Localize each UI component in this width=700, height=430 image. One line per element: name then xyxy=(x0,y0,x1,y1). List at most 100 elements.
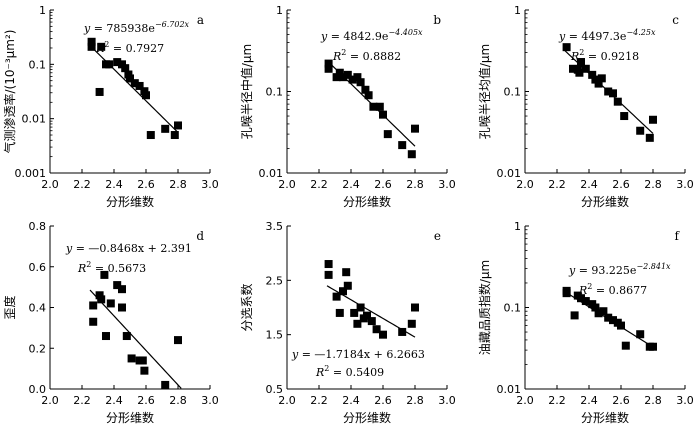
data-point xyxy=(135,81,144,90)
data-point xyxy=(324,59,333,68)
data-point xyxy=(581,297,590,306)
r-squared-power: 2 xyxy=(86,260,91,269)
r-squared: R2 = 0.9218 xyxy=(570,48,639,63)
equation-exponent: −4.405x xyxy=(388,28,423,37)
data-point xyxy=(350,308,359,317)
r-squared-value: = 0.5409 xyxy=(329,366,384,379)
y-tick-label: 0.5 xyxy=(266,383,284,396)
x-tick-label: 2.6 xyxy=(137,178,155,191)
data-point xyxy=(140,366,149,375)
y-axis-label: 油藏品质指数/μm xyxy=(477,260,492,355)
r-squared-power: 2 xyxy=(587,282,592,291)
y-tick-label: 0.01 xyxy=(497,383,522,396)
x-tick-label: 2.0 xyxy=(516,178,534,191)
data-point xyxy=(645,133,654,142)
data-point xyxy=(105,60,114,69)
x-tick-label: 2.2 xyxy=(310,178,328,191)
data-point xyxy=(363,311,371,320)
data-point xyxy=(170,131,179,140)
data-point xyxy=(613,97,622,106)
x-tick-label: 2.6 xyxy=(374,178,392,191)
equation-body: = 785938e xyxy=(90,22,155,35)
y-axis-label: 孔喉半径中值/μm xyxy=(239,44,254,139)
y-tick-label: 0.6 xyxy=(29,261,47,274)
data-point xyxy=(89,317,98,326)
r-squared-value: = 0.7927 xyxy=(109,42,164,55)
r-squared-value: = 0.9218 xyxy=(584,50,639,63)
equation-exponent: −6.702x xyxy=(155,20,190,29)
data-point xyxy=(364,91,373,100)
data-point xyxy=(407,150,416,159)
x-axis-label: 分形维数 xyxy=(581,194,629,209)
x-axis-label: 分形维数 xyxy=(343,194,391,209)
data-point xyxy=(609,316,617,325)
data-point xyxy=(343,70,352,79)
panel-letter: d xyxy=(196,229,204,243)
data-point xyxy=(127,354,136,363)
data-point xyxy=(122,332,131,341)
data-point xyxy=(609,89,617,98)
r-squared-symbol: R xyxy=(570,50,579,63)
x-axis-label: 分形维数 xyxy=(106,410,154,425)
data-point xyxy=(411,124,419,133)
x-tick-label: 2.4 xyxy=(342,394,360,407)
data-point xyxy=(332,73,341,82)
x-tick-label: 2.8 xyxy=(406,178,424,191)
data-point xyxy=(174,121,182,130)
equation-lhs: y xyxy=(291,348,299,361)
equation-exponent: −2.841x xyxy=(636,262,671,271)
data-point xyxy=(174,336,182,345)
equation-body: = 93.225e xyxy=(575,264,636,277)
x-tick-label: 2.6 xyxy=(374,394,392,407)
data-point xyxy=(118,303,126,312)
x-axis-label: 分形维数 xyxy=(581,410,629,425)
data-point xyxy=(324,64,333,73)
data-point xyxy=(95,291,104,300)
data-point xyxy=(577,58,585,67)
data-point xyxy=(87,37,96,46)
x-tick-label: 2.2 xyxy=(310,394,328,407)
y-tick-label: 0.1 xyxy=(504,86,522,99)
data-point xyxy=(588,70,597,79)
fit-equation: y = 785938e−6.702x xyxy=(83,20,190,35)
x-axis-label: 分形维数 xyxy=(106,194,154,209)
data-point xyxy=(372,325,381,334)
x-tick-label: 3.0 xyxy=(676,394,694,407)
data-point xyxy=(348,75,357,84)
data-point xyxy=(343,281,352,290)
y-tick-label: 3.5 xyxy=(266,220,284,233)
data-point xyxy=(97,295,106,304)
data-point xyxy=(636,126,645,135)
data-point xyxy=(575,68,584,77)
x-tick-label: 2.2 xyxy=(73,394,91,407)
equation-lhs: y xyxy=(65,242,73,255)
y-axis-label: 分选系数 xyxy=(239,283,254,331)
equation-lhs: y xyxy=(320,30,328,43)
panel-letter: b xyxy=(433,13,441,27)
data-point xyxy=(332,292,341,301)
panel-c: 2.0 2.2 2.4 2.6 2.8 3.0 0.01 0.1 1 分形维数 孔喉半径均值/μm c… xyxy=(477,4,694,209)
data-point xyxy=(138,356,147,365)
r-squared-symbol: R xyxy=(77,262,86,275)
x-axis-label: 分形维数 xyxy=(343,410,391,425)
r-squared-symbol: R xyxy=(95,42,104,55)
data-point xyxy=(411,303,419,312)
x-tick-label: 2.6 xyxy=(137,394,155,407)
data-point xyxy=(106,299,115,308)
data-point xyxy=(398,141,407,150)
data-point xyxy=(356,78,365,87)
panel-b: 2.0 2.2 2.4 2.6 2.8 3.0 0.01 0.1 1 分形维数 孔喉半径中值/μm b… xyxy=(239,4,456,209)
equation-body: = —0.8468x + 2.391 xyxy=(72,242,192,255)
fit-line xyxy=(89,289,182,389)
r-squared-power: 2 xyxy=(104,40,109,49)
x-tick-label: 2.4 xyxy=(342,178,360,191)
data-point xyxy=(356,303,365,312)
data-point xyxy=(146,131,155,140)
y-tick-label: 2.5 xyxy=(266,274,284,287)
equation-body: = —1.7184x + 6.2663 xyxy=(298,348,425,361)
data-point xyxy=(375,102,384,111)
equation-lhs: y xyxy=(83,22,91,35)
x-tick-label: 2.0 xyxy=(516,394,534,407)
data-point xyxy=(581,64,590,73)
